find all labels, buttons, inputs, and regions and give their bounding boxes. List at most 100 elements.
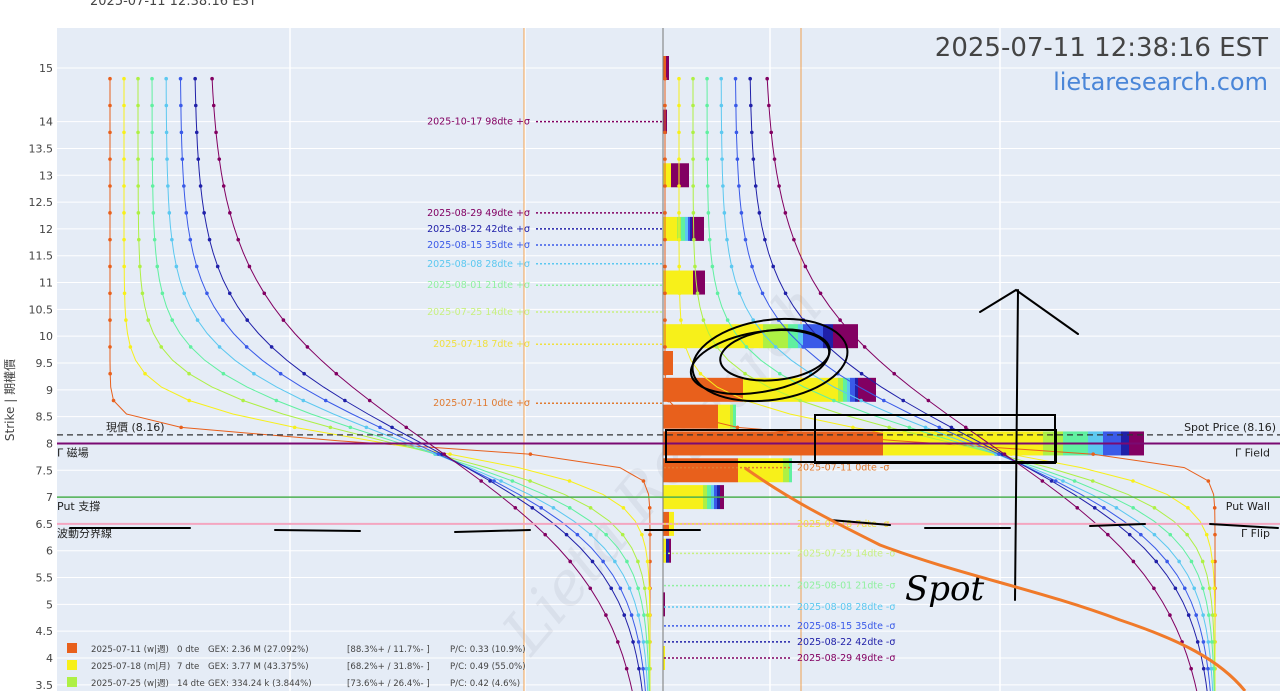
legend-date: 2025-07-11 (w|週) [91, 644, 169, 655]
curve-point [744, 345, 749, 349]
handwritten-box [814, 414, 1056, 464]
curve-point [150, 76, 154, 81]
curve-point [760, 291, 765, 296]
curve-point [492, 479, 496, 483]
curve-point [663, 237, 667, 242]
spot-price-label-right: Spot Price (8.16) [1184, 421, 1276, 434]
curve-point [683, 345, 688, 349]
curve-point [262, 291, 267, 296]
curve-point [695, 291, 700, 296]
curve-point [211, 103, 216, 108]
curve-point [575, 532, 580, 537]
curve-point [642, 586, 647, 591]
sigma-upper-label: 2025-08-08 28dte +σ [427, 259, 530, 270]
curve-point [217, 345, 222, 349]
curve-point [734, 103, 738, 108]
gex-bar-segment [663, 404, 718, 429]
curve-point [692, 237, 696, 242]
curve-point [719, 76, 723, 81]
legend-dte: 7 dte [177, 662, 199, 672]
curve-point [136, 211, 141, 215]
curve-point [247, 264, 252, 269]
curve-point [215, 264, 220, 269]
curve-point [122, 264, 126, 269]
y-tick-label: 13.5 [29, 142, 54, 155]
y-tick-label: 5.5 [36, 572, 54, 585]
curve-point [108, 345, 112, 349]
curve-point [528, 479, 532, 483]
gex-bar-segment [663, 351, 673, 375]
gamma-flip-label-right: Γ Flip [1241, 527, 1270, 540]
gex-bar-segment [850, 377, 855, 402]
curve-point [707, 237, 712, 242]
curve-point [624, 666, 629, 671]
y-tick-label: 8.5 [36, 411, 54, 424]
gamma-field-label-left: Γ 磁場 [57, 446, 89, 459]
curve-point [882, 398, 886, 403]
curve-point [1207, 613, 1211, 617]
curve-point [343, 398, 347, 403]
curve-point [194, 130, 199, 135]
curve-point [677, 211, 681, 215]
curve-point [164, 76, 168, 81]
gex-bar-segment [663, 216, 677, 241]
curve-point [1206, 666, 1210, 671]
curve-point [1092, 506, 1097, 510]
curve-point [749, 103, 753, 108]
sigma-upper-label: 2025-07-18 7dte +σ [433, 339, 530, 350]
curve-point [479, 479, 483, 483]
curve-point [725, 318, 730, 322]
curve-point [539, 506, 544, 510]
curve-point [236, 237, 241, 242]
curve-point [636, 640, 641, 644]
curve-point [1210, 559, 1215, 564]
curve-point [1072, 479, 1077, 483]
sigma-lower-label: 2025-08-01 21dte -σ [797, 581, 895, 592]
y-tick-label: 10 [39, 330, 53, 343]
curve-point [178, 76, 183, 81]
legend-swatch [67, 643, 77, 653]
curve-point [851, 425, 855, 430]
curve-point [604, 532, 608, 537]
curve-point [196, 157, 201, 161]
curve-point [838, 318, 842, 322]
curve-point [620, 532, 625, 537]
curve-point [763, 237, 767, 242]
curve-point [150, 103, 154, 108]
timestamp-title: 2025-07-11 12:38:16 EST [935, 33, 1268, 63]
curve-point [691, 211, 696, 215]
legend-gex: GEX: 2.36 M (27.092%) [208, 645, 309, 655]
curve-point [170, 318, 175, 322]
y-tick-label: 14 [39, 116, 53, 129]
gex-bar-segment [666, 56, 669, 80]
curve-point [1201, 586, 1205, 591]
curve-point [378, 425, 382, 430]
legend-date: 2025-07-25 (w|週) [91, 678, 169, 689]
curve-point [1061, 479, 1065, 483]
curve-point [568, 559, 572, 564]
legend-gex: GEX: 3.77 M (43.375%) [208, 662, 309, 672]
curve-point [1102, 506, 1106, 510]
curve-point [122, 157, 126, 161]
curve-point [818, 291, 823, 296]
curve-point [733, 76, 738, 81]
curve-point [627, 586, 632, 591]
legend-pc: P/C: 0.33 (10.9%) [450, 645, 526, 655]
curve-point [604, 613, 608, 617]
curve-point [138, 264, 142, 269]
handwritten-circle [691, 317, 849, 403]
gex-bar-segment [789, 458, 792, 483]
gex-bar-segment [663, 592, 665, 617]
curve-point [1185, 532, 1189, 537]
curve-point [122, 291, 127, 296]
y-tick-label: 7.5 [36, 464, 54, 477]
curve-point [773, 345, 778, 349]
gamma-field-label-right: Γ Field [1235, 446, 1270, 459]
curve-point [278, 371, 283, 376]
curve-point [210, 76, 214, 81]
sigma-lower-label: 2025-08-08 28dte -σ [797, 602, 895, 613]
curve-point [666, 398, 671, 403]
sigma-upper-label: 2025-08-15 35dte +σ [427, 240, 530, 251]
curve-point [705, 103, 709, 108]
curve-point [701, 318, 706, 322]
